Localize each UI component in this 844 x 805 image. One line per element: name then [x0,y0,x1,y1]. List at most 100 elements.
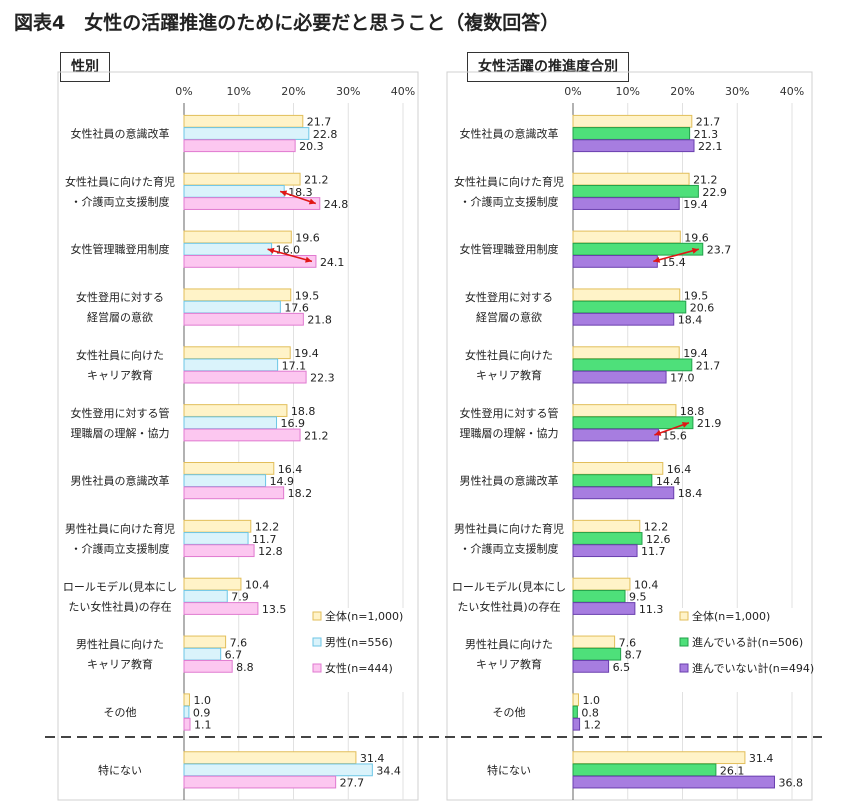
category-label: ・介護両立支援制度 [71,541,170,555]
data-label: 27.7 [340,776,365,789]
category-label: たい女性社員)の存在 [457,599,560,613]
category-label: 女性管理職登用制度 [71,242,170,256]
bar [183,602,259,615]
bar [572,486,675,500]
legend-swatch [679,611,689,621]
bar [572,300,687,314]
bar [572,114,693,128]
bar [572,358,693,372]
bar [572,127,691,140]
arrow-head [308,198,316,205]
data-label: 8.8 [236,661,254,674]
category-label: 女性社員に向けた [76,348,164,362]
bar [183,370,307,384]
bar [572,288,681,302]
category-label: 男性社員に向けた [465,637,553,651]
data-label: 7.9 [231,591,249,604]
bar [183,462,275,475]
bar [183,288,292,302]
data-label: 17.6 [284,301,309,314]
category-label: ・介護両立支援制度 [460,194,559,208]
tick-label: 20% [281,85,305,98]
data-label: 12.8 [258,545,283,558]
bar [572,635,616,649]
bar [183,346,291,360]
data-label: 18.8 [291,405,316,418]
data-label: 20.3 [299,140,324,153]
category-label: 経営層の意欲 [87,310,153,324]
bar [572,544,638,558]
legend-swatch [679,663,689,673]
bar [183,255,317,268]
bar [572,775,775,789]
category-label: 理職層の理解・協力 [71,426,170,440]
data-label: 7.6 [230,636,248,649]
bar [183,358,279,372]
data-label: 10.4 [245,579,270,592]
data-label: 22.1 [698,140,723,153]
category-label: ロールモデル(見本にし [63,579,177,593]
legend-background [307,608,414,692]
bar [572,312,675,326]
bar [183,751,357,765]
data-label: 31.4 [749,752,774,765]
data-label: 12.6 [646,533,671,546]
data-label: 15.6 [662,429,687,442]
data-label: 19.6 [295,231,320,244]
data-label: 26.1 [720,764,745,777]
category-label: 男性社員の意識改革 [460,474,559,488]
bar [183,647,222,661]
panel-title-left: 性別 [60,52,110,82]
arrow-head [267,247,275,254]
data-label: 19.5 [295,289,320,302]
data-label: 19.5 [684,289,709,302]
bar [572,602,636,615]
data-label: 18.2 [288,487,313,500]
data-label: 21.7 [696,359,721,372]
tick-label: 20% [670,85,694,98]
data-label: 14.9 [270,475,295,488]
data-label: 34.4 [376,764,401,777]
legend-label: 進んでいる計(n=506) [692,635,803,649]
data-label: 24.1 [320,256,345,269]
arrow-head [305,256,312,263]
category-label: キャリア教育 [476,368,542,382]
data-label: 1.0 [582,694,600,707]
bar [572,519,641,533]
category-label: 女性社員に向けた育児 [65,174,175,188]
legend-swatch [312,637,322,647]
bar [572,577,631,591]
bar [183,184,285,198]
data-label: 18.4 [678,487,703,500]
bar [572,172,690,186]
data-label: 18.8 [680,405,705,418]
category-label: ・介護両立支援制度 [71,194,170,208]
data-label: 11.7 [252,533,277,546]
panel-title-right: 女性活躍の推進度合別 [467,52,629,82]
panel-frame [57,71,419,801]
bar [183,172,301,186]
bar [572,693,579,707]
data-label: 22.9 [702,186,727,199]
category-label: その他 [493,706,526,719]
bar [572,346,680,360]
category-label: 女性登用に対する管 [71,406,170,420]
data-label: 16.4 [667,463,692,476]
arrow-head [653,256,661,263]
bar [572,428,659,442]
bar [183,544,255,558]
bar [572,705,578,719]
bar [183,635,227,649]
bar [183,230,292,244]
bar [572,139,695,153]
data-label: 19.4 [683,347,708,360]
bar [572,404,677,417]
legend-swatch [679,637,689,647]
panel-frame [446,71,813,801]
bar [183,717,191,731]
arrow-head [691,247,699,254]
data-label: 31.4 [360,752,385,765]
bar [183,775,337,789]
category-label: 女性社員に向けた [465,348,553,362]
